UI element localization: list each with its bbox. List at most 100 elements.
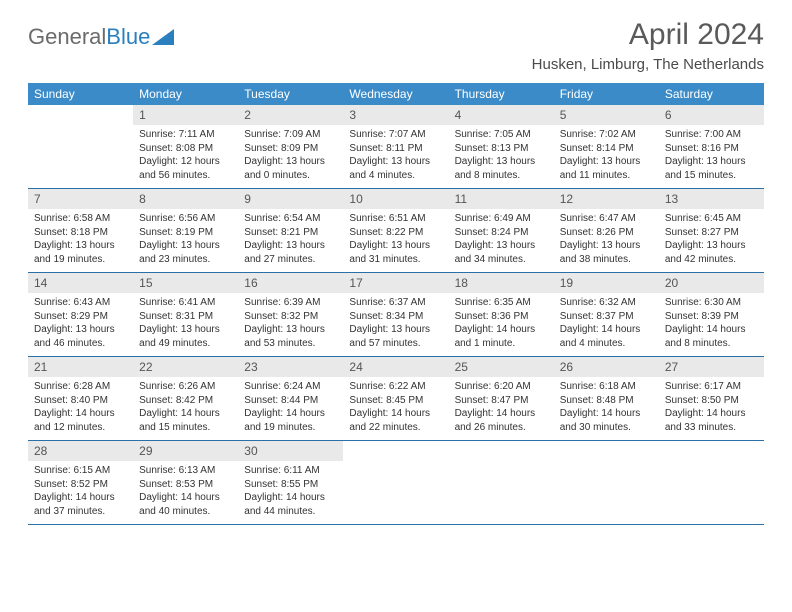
day-info: Sunrise: 6:45 AMSunset: 8:27 PMDaylight:… <box>659 209 764 272</box>
day-cell: 12Sunrise: 6:47 AMSunset: 8:26 PMDayligh… <box>554 189 659 272</box>
day-cell: 29Sunrise: 6:13 AMSunset: 8:53 PMDayligh… <box>133 441 238 524</box>
info-sunrise: Sunrise: 6:26 AM <box>139 380 232 394</box>
info-daylight2: and 8 minutes. <box>455 169 548 183</box>
day-info: Sunrise: 6:56 AMSunset: 8:19 PMDaylight:… <box>133 209 238 272</box>
info-sunrise: Sunrise: 6:43 AM <box>34 296 127 310</box>
day-number <box>449 441 554 461</box>
day-info: Sunrise: 7:05 AMSunset: 8:13 PMDaylight:… <box>449 125 554 188</box>
day-number: 7 <box>28 189 133 209</box>
info-sunrise: Sunrise: 6:24 AM <box>244 380 337 394</box>
day-number: 18 <box>449 273 554 293</box>
info-daylight2: and 12 minutes. <box>34 421 127 435</box>
info-daylight2: and 4 minutes. <box>560 337 653 351</box>
day-info: Sunrise: 6:26 AMSunset: 8:42 PMDaylight:… <box>133 377 238 440</box>
day-info: Sunrise: 6:47 AMSunset: 8:26 PMDaylight:… <box>554 209 659 272</box>
day-header-cell: Friday <box>554 83 659 105</box>
day-number: 14 <box>28 273 133 293</box>
info-sunset: Sunset: 8:48 PM <box>560 394 653 408</box>
day-info <box>343 461 448 517</box>
day-info: Sunrise: 6:32 AMSunset: 8:37 PMDaylight:… <box>554 293 659 356</box>
day-cell <box>554 441 659 524</box>
day-number: 28 <box>28 441 133 461</box>
day-info: Sunrise: 6:20 AMSunset: 8:47 PMDaylight:… <box>449 377 554 440</box>
day-cell: 26Sunrise: 6:18 AMSunset: 8:48 PMDayligh… <box>554 357 659 440</box>
day-info: Sunrise: 6:49 AMSunset: 8:24 PMDaylight:… <box>449 209 554 272</box>
day-cell: 21Sunrise: 6:28 AMSunset: 8:40 PMDayligh… <box>28 357 133 440</box>
info-sunrise: Sunrise: 7:07 AM <box>349 128 442 142</box>
info-daylight1: Daylight: 14 hours <box>455 407 548 421</box>
day-cell: 30Sunrise: 6:11 AMSunset: 8:55 PMDayligh… <box>238 441 343 524</box>
info-daylight1: Daylight: 14 hours <box>665 323 758 337</box>
info-sunrise: Sunrise: 6:20 AM <box>455 380 548 394</box>
info-sunset: Sunset: 8:21 PM <box>244 226 337 240</box>
info-daylight1: Daylight: 13 hours <box>560 239 653 253</box>
info-sunrise: Sunrise: 7:02 AM <box>560 128 653 142</box>
info-daylight2: and 0 minutes. <box>244 169 337 183</box>
info-daylight2: and 1 minute. <box>455 337 548 351</box>
day-number: 17 <box>343 273 448 293</box>
info-sunset: Sunset: 8:34 PM <box>349 310 442 324</box>
info-daylight2: and 37 minutes. <box>34 505 127 519</box>
info-sunrise: Sunrise: 6:39 AM <box>244 296 337 310</box>
info-daylight2: and 26 minutes. <box>455 421 548 435</box>
day-number: 19 <box>554 273 659 293</box>
info-daylight2: and 40 minutes. <box>139 505 232 519</box>
info-daylight1: Daylight: 13 hours <box>349 155 442 169</box>
day-cell: 3Sunrise: 7:07 AMSunset: 8:11 PMDaylight… <box>343 105 448 188</box>
day-info: Sunrise: 6:18 AMSunset: 8:48 PMDaylight:… <box>554 377 659 440</box>
day-info <box>554 461 659 517</box>
info-daylight2: and 8 minutes. <box>665 337 758 351</box>
day-number: 8 <box>133 189 238 209</box>
info-daylight1: Daylight: 13 hours <box>665 155 758 169</box>
info-sunset: Sunset: 8:29 PM <box>34 310 127 324</box>
day-cell: 6Sunrise: 7:00 AMSunset: 8:16 PMDaylight… <box>659 105 764 188</box>
day-cell: 28Sunrise: 6:15 AMSunset: 8:52 PMDayligh… <box>28 441 133 524</box>
info-daylight2: and 31 minutes. <box>349 253 442 267</box>
week-row: 14 Sunrise: 6:43 AMSunset: 8:29 PM Dayligh… <box>28 273 764 357</box>
week-row: 21Sunrise: 6:28 AMSunset: 8:40 PMDayligh… <box>28 357 764 441</box>
day-number: 20 <box>659 273 764 293</box>
info-daylight2: and 23 minutes. <box>139 253 232 267</box>
day-info: Sunrise: 6:39 AMSunset: 8:32 PMDaylight:… <box>238 293 343 356</box>
info-daylight1: Daylight: 14 hours <box>139 491 232 505</box>
title-block: April 2024 Husken, Limburg, The Netherla… <box>532 18 764 73</box>
info-sunset: Sunset: 8:27 PM <box>665 226 758 240</box>
day-number: 30 <box>238 441 343 461</box>
info-sunrise: Sunrise: 6:32 AM <box>560 296 653 310</box>
info-sunrise: Sunrise: 7:09 AM <box>244 128 337 142</box>
day-info: Sunrise: 6:22 AMSunset: 8:45 PMDaylight:… <box>343 377 448 440</box>
day-cell <box>28 105 133 188</box>
day-number <box>28 105 133 125</box>
header: GeneralBlue April 2024 Husken, Limburg, … <box>28 18 764 73</box>
calendar: SundayMondayTuesdayWednesdayThursdayFrid… <box>28 83 764 525</box>
day-cell: 1Sunrise: 7:11 AMSunset: 8:08 PMDaylight… <box>133 105 238 188</box>
info-sunrise: Sunrise: 6:28 AM <box>34 380 127 394</box>
day-info: Sunrise: 7:07 AMSunset: 8:11 PMDaylight:… <box>343 125 448 188</box>
info-sunset: Sunset: 8:31 PM <box>139 310 232 324</box>
day-number: 24 <box>343 357 448 377</box>
day-cell: 25Sunrise: 6:20 AMSunset: 8:47 PMDayligh… <box>449 357 554 440</box>
info-daylight2: and 19 minutes. <box>244 421 337 435</box>
week-row: 28Sunrise: 6:15 AMSunset: 8:52 PMDayligh… <box>28 441 764 525</box>
day-cell: 4Sunrise: 7:05 AMSunset: 8:13 PMDaylight… <box>449 105 554 188</box>
info-daylight1: Daylight: 14 hours <box>560 323 653 337</box>
day-number: 16 <box>238 273 343 293</box>
day-cell: 23Sunrise: 6:24 AMSunset: 8:44 PMDayligh… <box>238 357 343 440</box>
day-number: 29 <box>133 441 238 461</box>
info-daylight1: Daylight: 13 hours <box>244 239 337 253</box>
day-cell: 18Sunrise: 6:35 AMSunset: 8:36 PMDayligh… <box>449 273 554 356</box>
info-daylight2: and 46 minutes. <box>34 337 127 351</box>
info-sunset: Sunset: 8:39 PM <box>665 310 758 324</box>
day-number: 23 <box>238 357 343 377</box>
info-daylight2: and 38 minutes. <box>560 253 653 267</box>
day-number: 5 <box>554 105 659 125</box>
day-number <box>659 441 764 461</box>
info-sunrise: Sunrise: 6:22 AM <box>349 380 442 394</box>
day-cell: 16Sunrise: 6:39 AMSunset: 8:32 PMDayligh… <box>238 273 343 356</box>
info-daylight2: and 22 minutes. <box>349 421 442 435</box>
info-sunrise: Sunrise: 6:18 AM <box>560 380 653 394</box>
day-info: Sunrise: 6:51 AMSunset: 8:22 PMDaylight:… <box>343 209 448 272</box>
day-number: 11 <box>449 189 554 209</box>
day-cell: 19Sunrise: 6:32 AMSunset: 8:37 PMDayligh… <box>554 273 659 356</box>
info-daylight2: and 33 minutes. <box>665 421 758 435</box>
